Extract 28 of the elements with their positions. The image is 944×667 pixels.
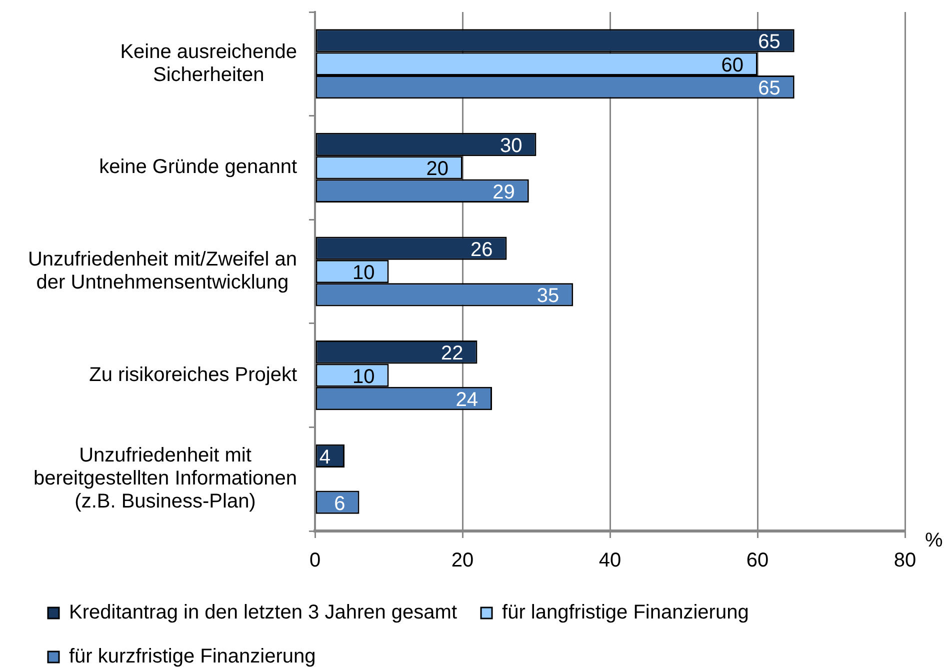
- data-label: 6: [334, 492, 346, 515]
- data-label: 26: [470, 238, 493, 261]
- data-label: 35: [536, 285, 560, 308]
- data-label: 10: [352, 262, 375, 284]
- data-label: 65: [758, 31, 780, 54]
- x-axis-title: %: [925, 530, 943, 552]
- data-label: 10: [352, 366, 375, 388]
- legend-label: Kreditantrag in den letzten 3 Jahren gesamt: [69, 602, 458, 624]
- data-label: 20: [426, 158, 448, 180]
- data-label: 30: [500, 135, 522, 158]
- x-tick-label: 40: [598, 550, 622, 572]
- x-tick-label: 20: [451, 550, 474, 572]
- y-tick-label: Keine ausreichende Sicherheiten: [120, 40, 297, 86]
- data-label: 60: [721, 54, 744, 76]
- legend-label: für kurzfristige Finanzierung: [69, 646, 316, 667]
- y-tick-label: keine Gründe genannt: [99, 156, 298, 178]
- data-label: 22: [441, 342, 464, 365]
- y-tick-label: Unzufriedenheit mit/Zweifel an der Untnehmensentwicklung: [28, 248, 297, 294]
- data-label: 29: [492, 181, 515, 204]
- x-tick-label: 80: [894, 550, 916, 572]
- data-label: 24: [456, 389, 478, 411]
- y-tick-label: Zu risikoreiches Projekt: [89, 364, 298, 386]
- y-tick-label: Unzufriedenheit mit bereitgestellten Informationen (z.B. Business-Plan): [34, 444, 297, 513]
- x-tick-label: 0: [309, 550, 321, 572]
- x-tick-label: 60: [746, 550, 769, 572]
- legend-label: für langfristige Finanzierung: [502, 602, 749, 624]
- data-label: 65: [758, 78, 780, 100]
- data-label: 4: [319, 446, 330, 468]
